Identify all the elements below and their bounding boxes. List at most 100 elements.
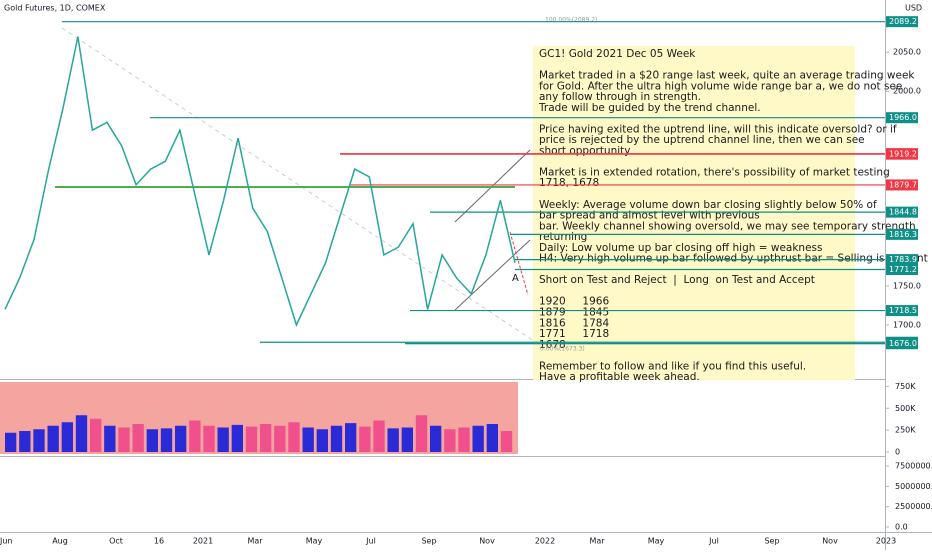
volume-bar — [132, 424, 144, 452]
volume-bar — [472, 425, 484, 452]
note-line: Short on Test and Reject | Long on Test … — [539, 274, 815, 286]
x-tick-label: Mar — [247, 537, 263, 546]
note-line: Have a profitable week ahead. — [539, 371, 700, 383]
currency: USD — [905, 4, 922, 13]
volume-bar — [203, 425, 215, 452]
volume-bar — [19, 431, 31, 452]
level-badge — [886, 16, 918, 28]
volume-bar — [146, 429, 158, 452]
projection — [509, 231, 529, 296]
x-tick-label: 2023 — [876, 537, 896, 546]
y-tick-label: 2050.0 — [893, 48, 921, 57]
y-tick-label: 500K — [895, 404, 916, 413]
x-tick-label: 16 — [154, 537, 164, 546]
x-tick-label: Sep — [421, 537, 436, 546]
y-tick-label: 2500000.0 — [895, 502, 932, 511]
level-badge — [886, 305, 918, 317]
x-tick-label: May — [306, 537, 323, 546]
volume-bar — [160, 428, 173, 452]
chart-title: Gold Futures, 1D, COMEX — [4, 4, 106, 13]
level-badge — [886, 264, 918, 276]
note-line: GC1! Gold 2021 Dec 05 Week — [539, 48, 696, 60]
x-tick-label: Jul — [365, 537, 376, 546]
level-badge — [886, 228, 918, 240]
channel-line — [454, 239, 531, 311]
volume-bar — [75, 415, 88, 452]
note-line: price is rejected by the uptrend channel… — [539, 134, 865, 146]
volume-bar — [316, 429, 328, 452]
volume-bar — [245, 426, 258, 452]
level-label: 1771.2 — [889, 265, 917, 274]
note-line: for Gold. After the ultra high volume wi… — [539, 80, 902, 92]
y-tick-label: 750K — [895, 382, 916, 391]
note-line: H4: Very high volume up bar followed by … — [539, 253, 928, 265]
volume-bar — [61, 422, 73, 452]
x-tick-label: Sep — [764, 537, 779, 546]
volume-bar — [373, 420, 385, 452]
level-label: 1919.2 — [889, 150, 917, 159]
level-label: 1783.9 — [889, 255, 917, 264]
x-tick-label: Jun — [0, 537, 13, 546]
level-label: 1816.3 — [889, 230, 917, 239]
volume-bar — [231, 424, 243, 452]
note-line: Market is in extended rotation, there's … — [539, 166, 890, 178]
level-badge — [886, 148, 918, 160]
volume-bar — [260, 424, 272, 452]
note-line: 1771 1718 — [539, 328, 609, 340]
volume-bar — [444, 429, 456, 452]
level-badge — [886, 254, 918, 266]
volume-bar — [345, 423, 357, 452]
y-tick-label: 2000.0 — [893, 87, 921, 96]
volume-bar — [302, 427, 314, 452]
note-line: short opportunity — [539, 145, 631, 157]
x-tick-label: 2022 — [535, 537, 555, 546]
y-tick-label: 1750.0 — [893, 282, 921, 291]
volume-bar — [274, 425, 286, 452]
volume-bar — [486, 424, 498, 452]
note-line: 1879 1845 — [539, 306, 609, 318]
fib-label: 100.00%(2089.2) — [545, 17, 597, 24]
volume-bar — [458, 427, 470, 452]
level-label: 1844.8 — [889, 208, 917, 217]
volume-bar — [104, 425, 116, 452]
level-label: 2089.2 — [889, 17, 917, 26]
y-tick-label: 5000000.0 — [895, 482, 932, 491]
note-line: 1920 1966 — [539, 296, 609, 308]
level-badge — [886, 206, 918, 218]
level-label: 1718.5 — [889, 306, 917, 315]
note-line: Trade will be guided by the trend channe… — [538, 102, 761, 114]
note-line: Market traded in a $20 range last week, … — [539, 70, 915, 82]
bar-annotation: A — [512, 273, 519, 284]
note-line: any follow through in strength. — [539, 91, 701, 103]
volume-bar — [330, 425, 343, 452]
y-tick-label: 1700.0 — [893, 321, 921, 330]
volume-bar — [401, 427, 413, 452]
note-line: bar. Weekly channel showing oversold, we… — [539, 220, 916, 232]
volume-bar — [5, 432, 17, 452]
level-label: 1879.7 — [889, 180, 917, 189]
y-tick-label: 7500000.0 — [895, 462, 932, 471]
x-tick-label: Aug — [52, 537, 68, 546]
level-badge — [886, 179, 918, 191]
volume-bar — [387, 428, 399, 452]
y-tick-label: 0 — [895, 448, 900, 457]
x-tick-label: Mar — [589, 537, 605, 546]
x-tick-label: Jul — [708, 537, 719, 546]
volume-bar — [47, 425, 59, 452]
x-tick-label: Nov — [479, 537, 495, 546]
fib-label: 0.00%(1673.3) — [540, 346, 585, 353]
note-line: Daily: Low volume up bar closing off hig… — [539, 242, 822, 254]
note-line: Remember to follow and like if you find … — [539, 360, 806, 372]
volume-bar — [33, 429, 45, 452]
x-tick-label: May — [648, 537, 665, 546]
x-tick-label: Nov — [822, 537, 838, 546]
note-line: 1718, 1678 — [539, 177, 599, 189]
level-label: 1676.0 — [889, 339, 917, 348]
volume-bar — [217, 427, 229, 452]
volume-bar — [288, 422, 300, 452]
note-line: 1816 1784 — [539, 317, 609, 329]
volume-bar — [90, 418, 102, 452]
price-line — [4, 36, 516, 328]
y-tick-label: 250K — [895, 426, 916, 435]
